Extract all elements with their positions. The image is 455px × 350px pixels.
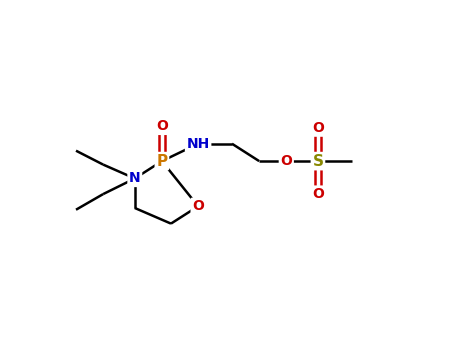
Text: NH: NH — [187, 137, 210, 151]
Text: O: O — [312, 121, 324, 135]
Text: O: O — [312, 187, 324, 201]
Text: N: N — [129, 172, 141, 186]
Text: S: S — [313, 154, 324, 169]
Text: O: O — [192, 199, 204, 213]
Text: O: O — [156, 119, 168, 133]
Text: P: P — [157, 154, 167, 169]
Text: O: O — [280, 154, 292, 168]
